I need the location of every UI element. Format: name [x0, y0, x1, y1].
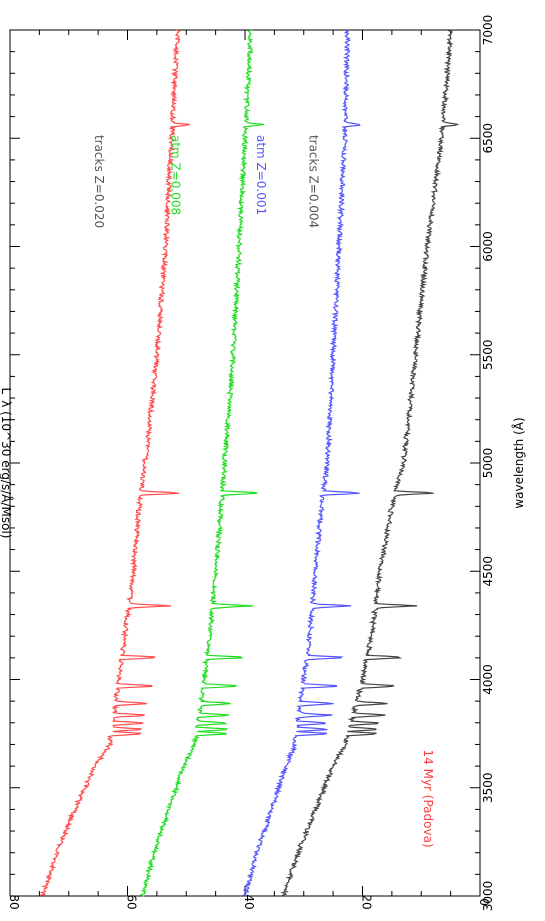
series-label: tracks Z=0.020 [92, 135, 106, 228]
x-tick-label: 7000 [481, 15, 495, 46]
y-tick-label: 40 [242, 894, 256, 909]
y-tick-label: 20 [360, 894, 374, 909]
series-label: atm Z=0.008 [169, 135, 183, 215]
axis-tick-labels: 3000 3500 4000 4500 5000 5500 6000 6500 7000 0 20 4… [7, 15, 495, 912]
axis-ticks [9, 29, 481, 897]
series-line [39, 29, 190, 897]
series-line [280, 29, 460, 896]
y-tick-label: 60 [125, 894, 139, 909]
series-label: tracks Z=0.004 [307, 135, 321, 228]
x-tick-label: 6000 [481, 231, 495, 262]
y-tick-label: 0 [477, 898, 491, 906]
series-label: atm Z=0.001 [254, 135, 268, 215]
age-annotation: 14 Myr (Padova) [421, 750, 435, 848]
x-tick-label: 6500 [481, 123, 495, 154]
x-tick-label: 3000 [481, 881, 495, 912]
x-tick-label: 5000 [481, 448, 495, 479]
x-axis-label: wavelength (Å) [511, 417, 526, 508]
series-layer [39, 29, 460, 897]
y-tick-label: 80 [7, 894, 21, 909]
x-tick-label: 4000 [481, 664, 495, 695]
series-labels-layer: tracks Z=0.020 atm Z=0.008 atm Z=0.001 trac… [92, 135, 320, 228]
x-tick-label: 5500 [481, 339, 495, 370]
series-line [242, 29, 361, 897]
series-line [139, 29, 264, 897]
x-tick-label: 3500 [481, 772, 495, 803]
x-tick-label: 4500 [481, 556, 495, 587]
y-axis-label: L_λ (10^30 erg/s/Å/Msol) [0, 388, 14, 539]
